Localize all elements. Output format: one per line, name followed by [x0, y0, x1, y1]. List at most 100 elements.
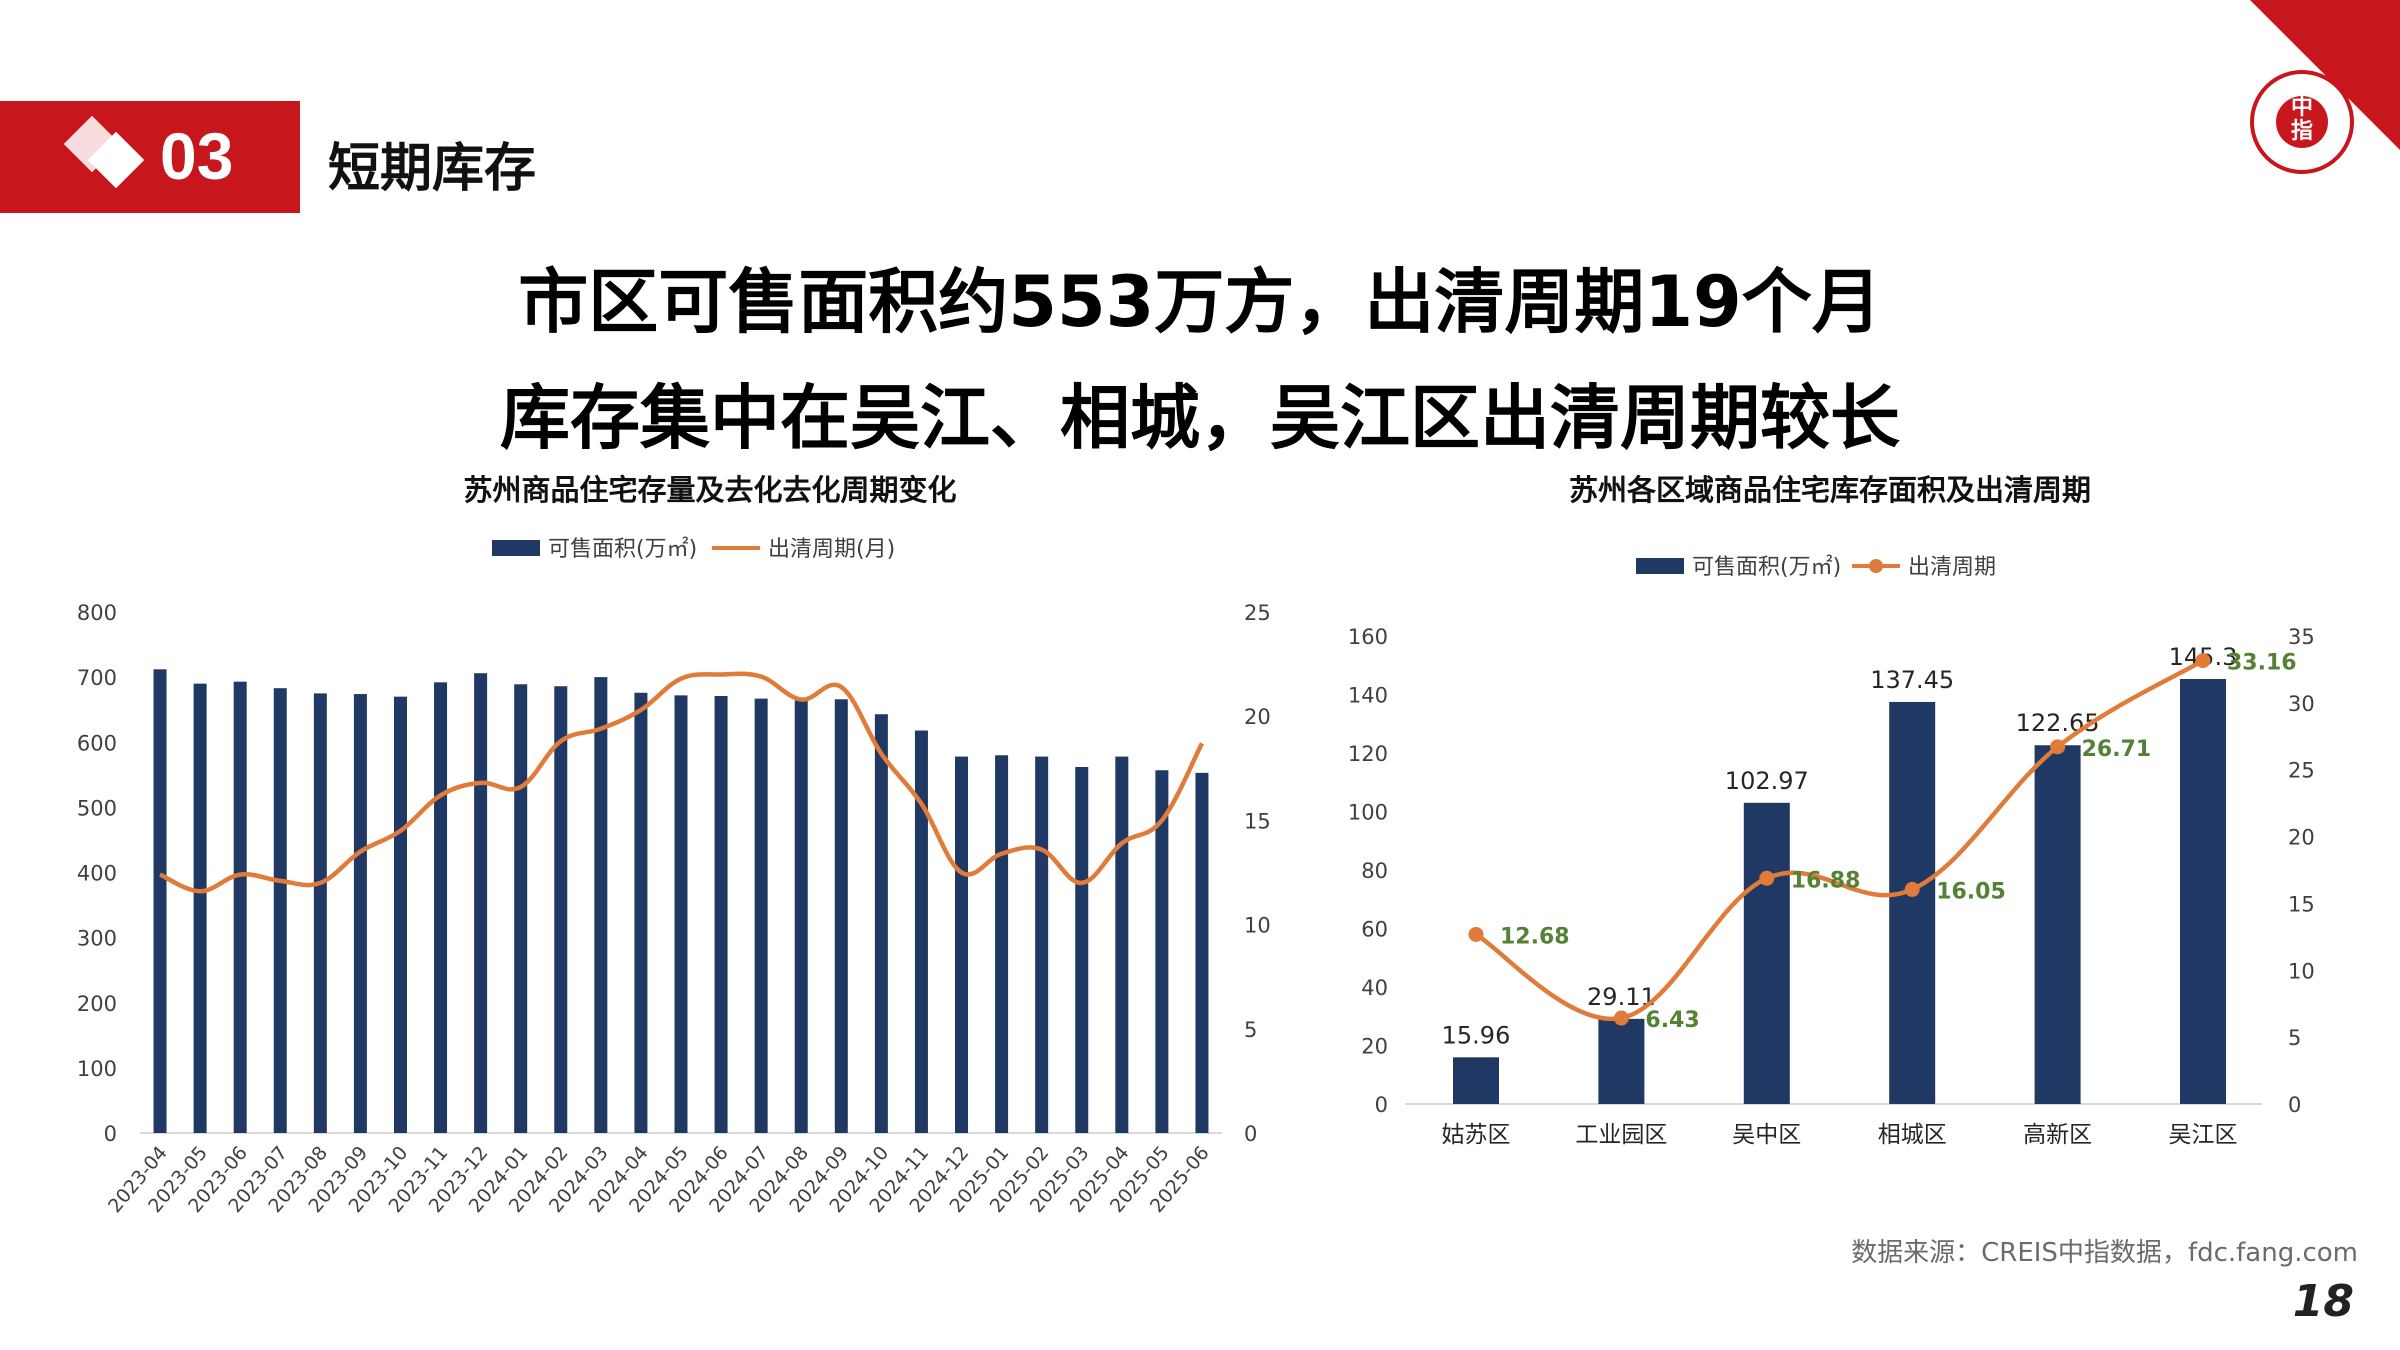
bar — [193, 683, 207, 1133]
right-y-tick: 30 — [2288, 692, 2315, 716]
region-bar — [1889, 701, 1936, 1104]
bar — [153, 669, 167, 1133]
bar — [273, 688, 287, 1133]
right-y-tick: 0 — [1244, 1122, 1257, 1146]
bar — [914, 730, 928, 1133]
legend-right-line-label: 出清周期 — [1908, 555, 1996, 580]
bar-value-label: 15.96 — [1442, 1021, 1511, 1049]
left-y-tick: 60 — [1361, 918, 1388, 942]
legend-left-bar-label: 可售面积(万㎡) — [548, 536, 697, 562]
bar — [874, 714, 888, 1133]
legend-right-bar-label: 可售面积(万㎡) — [1692, 554, 1841, 580]
region-label: 吴江区 — [2169, 1122, 2238, 1148]
left-y-tick: 160 — [1348, 625, 1388, 649]
left-y-tick: 40 — [1361, 976, 1388, 1000]
cycle-value-label: 12.68 — [1500, 924, 1570, 949]
region-bar — [2180, 678, 2226, 1104]
right-y-tick: 5 — [2288, 1026, 2301, 1050]
left-y-tick: 400 — [77, 862, 117, 886]
region-label: 工业园区 — [1575, 1122, 1667, 1148]
bar — [674, 695, 688, 1133]
bar — [794, 700, 808, 1133]
cycle-point — [1759, 870, 1775, 886]
cycle-value-label: 26.71 — [2082, 737, 2152, 762]
headline-line2: 库存集中在吴江、相城，吴江区出清周期较长 — [500, 377, 1900, 459]
cycle-point — [2050, 739, 2066, 755]
cycle-point — [1904, 881, 1920, 897]
bar — [434, 682, 448, 1133]
right-y-tick: 25 — [2288, 759, 2315, 783]
bar — [714, 696, 728, 1133]
right-y-tick: 5 — [1244, 1018, 1257, 1042]
bar-value-label: 137.45 — [1870, 666, 1954, 694]
legend-right-bar-swatch — [1636, 558, 1684, 574]
left-y-tick: 20 — [1361, 1035, 1388, 1059]
cycle-value-label: 6.43 — [1645, 1008, 1699, 1033]
bar — [995, 755, 1009, 1133]
bar — [474, 673, 488, 1133]
right-y-tick: 25 — [1244, 601, 1271, 625]
left-y-tick: 800 — [77, 601, 117, 625]
section-number: 03 — [160, 119, 234, 193]
section-title: 短期库存 — [328, 139, 537, 199]
headline-line1: 市区可售面积约553万方，出清周期19个月 — [518, 261, 1882, 343]
page-number: 18 — [2292, 1276, 2354, 1327]
left-y-tick: 200 — [77, 992, 117, 1016]
right-y-tick: 35 — [2288, 625, 2315, 649]
left-y-tick: 140 — [1348, 684, 1388, 708]
legend-left-bar-swatch — [492, 540, 540, 556]
bar-value-label: 122.65 — [2016, 709, 2100, 737]
left-y-tick: 0 — [1375, 1093, 1388, 1117]
bar — [1155, 770, 1169, 1133]
right-y-tick: 10 — [1244, 914, 1271, 938]
bar — [955, 756, 969, 1133]
left-y-tick: 100 — [77, 1057, 117, 1081]
section-band — [0, 101, 300, 213]
bar — [634, 692, 648, 1133]
bar — [353, 694, 367, 1133]
left-y-tick: 100 — [1348, 801, 1388, 825]
bar — [594, 677, 608, 1133]
region-label: 高新区 — [2023, 1122, 2092, 1148]
clearing-cycle-line — [159, 671, 1204, 894]
bar — [1075, 766, 1089, 1133]
academy-logo-icon: 中指 — [2250, 70, 2354, 174]
cycle-point — [1468, 926, 1484, 942]
right-y-tick: 15 — [2288, 892, 2315, 916]
region-bar — [2034, 745, 2081, 1104]
bar — [313, 693, 327, 1133]
bar — [754, 698, 768, 1133]
bar — [554, 686, 568, 1133]
legend-left-line-label: 出清周期(月) — [768, 537, 895, 562]
bar — [1195, 772, 1209, 1133]
cycle-point — [2195, 653, 2211, 669]
left-chart-title: 苏州商品住宅存量及去化去化周期变化 — [463, 473, 957, 507]
region-bar — [1743, 802, 1790, 1104]
data-source: 数据来源：CREIS中指数据，fdc.fang.com — [1851, 1238, 2358, 1268]
region-bar — [1598, 1018, 1645, 1104]
right-y-tick: 20 — [1244, 705, 1271, 729]
left-y-tick: 80 — [1361, 859, 1388, 883]
bar — [514, 684, 528, 1133]
region-label: 姑苏区 — [1442, 1122, 1511, 1148]
bar — [1115, 756, 1129, 1133]
cycle-value-label: 33.16 — [2227, 651, 2297, 676]
cycle-point — [1613, 1010, 1629, 1026]
right-y-tick: 0 — [2288, 1093, 2301, 1117]
bar-value-label: 102.97 — [1725, 767, 1809, 795]
left-y-tick: 300 — [77, 927, 117, 951]
cycle-value-label: 16.88 — [1791, 868, 1861, 893]
left-y-tick: 0 — [104, 1122, 117, 1146]
right-chart-title: 苏州各区域商品住宅库存面积及出清周期 — [1568, 473, 2091, 507]
bar — [393, 696, 407, 1133]
left-y-tick: 500 — [77, 796, 117, 820]
right-y-tick: 15 — [1244, 809, 1271, 833]
bar — [834, 699, 848, 1133]
region-label: 相城区 — [1878, 1122, 1947, 1148]
right-y-tick: 20 — [2288, 826, 2315, 850]
cycle-value-label: 16.05 — [1936, 879, 2006, 904]
legend-right-line-marker — [1869, 559, 1883, 573]
left-y-tick: 700 — [77, 666, 117, 690]
bar — [1035, 756, 1049, 1133]
